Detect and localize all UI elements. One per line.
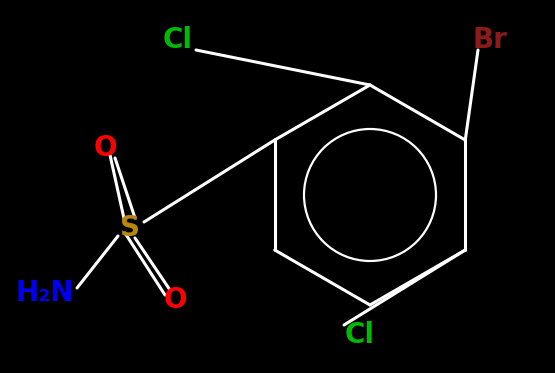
Text: S: S — [120, 214, 140, 242]
Text: Cl: Cl — [163, 26, 193, 54]
Text: Br: Br — [472, 26, 507, 54]
Text: H₂N: H₂N — [16, 279, 74, 307]
Text: O: O — [163, 286, 186, 314]
Text: O: O — [93, 134, 117, 162]
Text: Cl: Cl — [345, 321, 375, 349]
